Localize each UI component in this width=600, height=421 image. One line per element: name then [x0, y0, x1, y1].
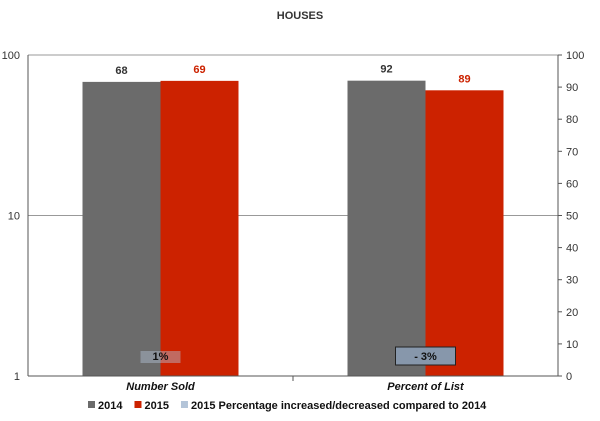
left-tick-label: 1 — [14, 371, 20, 383]
category-label: Percent of List — [387, 381, 465, 393]
axes: 1 10 100 0 10 20 30 40 50 60 70 80 90 100 Number Sold P… — [2, 50, 585, 393]
right-tick-label: 70 — [566, 146, 578, 158]
percent-change-box — [395, 346, 456, 366]
right-tick-label: 0 — [566, 371, 572, 383]
right-tick-label: 50 — [566, 211, 578, 223]
right-tick-label: 90 — [566, 82, 578, 94]
data-label: 69 — [193, 64, 205, 76]
legend: 2014 2015 2015 Percentage increased/decrea… — [88, 400, 487, 412]
percent-change-label: 1% — [153, 351, 169, 363]
percent-change-label: - 3% — [414, 351, 437, 363]
legend-label: 2015 Percentage increased/decreased comp… — [191, 400, 487, 412]
right-tick-label: 40 — [566, 243, 578, 255]
bar-2014 — [82, 81, 161, 376]
left-tick-label: 100 — [2, 50, 20, 62]
right-tick-label: 10 — [566, 339, 578, 351]
legend-label: 2014 — [98, 400, 123, 412]
legend-swatch — [134, 401, 142, 408]
right-tick-label: 20 — [566, 307, 578, 319]
data-label: 68 — [115, 65, 127, 77]
bar-2015 — [160, 80, 239, 377]
legend-swatch — [180, 401, 188, 408]
bars: 68 69 1% 92 89 - 3% — [82, 64, 504, 377]
chart-title: HOUSES — [277, 10, 323, 22]
legend-swatch — [88, 401, 95, 408]
category-label: Number Sold — [126, 381, 195, 393]
legend-label: 2015 — [144, 400, 168, 412]
percent-change-box — [140, 351, 181, 363]
left-tick-label: 10 — [8, 211, 20, 223]
right-tick-label: 60 — [566, 178, 578, 190]
right-tick-label: 100 — [566, 50, 584, 62]
right-tick-label: 80 — [566, 114, 578, 126]
right-tick-label: 30 — [566, 275, 578, 287]
bar-2015 — [425, 90, 504, 376]
bar-2014 — [347, 80, 426, 377]
data-label: 89 — [458, 73, 470, 85]
data-label: 92 — [380, 64, 392, 76]
